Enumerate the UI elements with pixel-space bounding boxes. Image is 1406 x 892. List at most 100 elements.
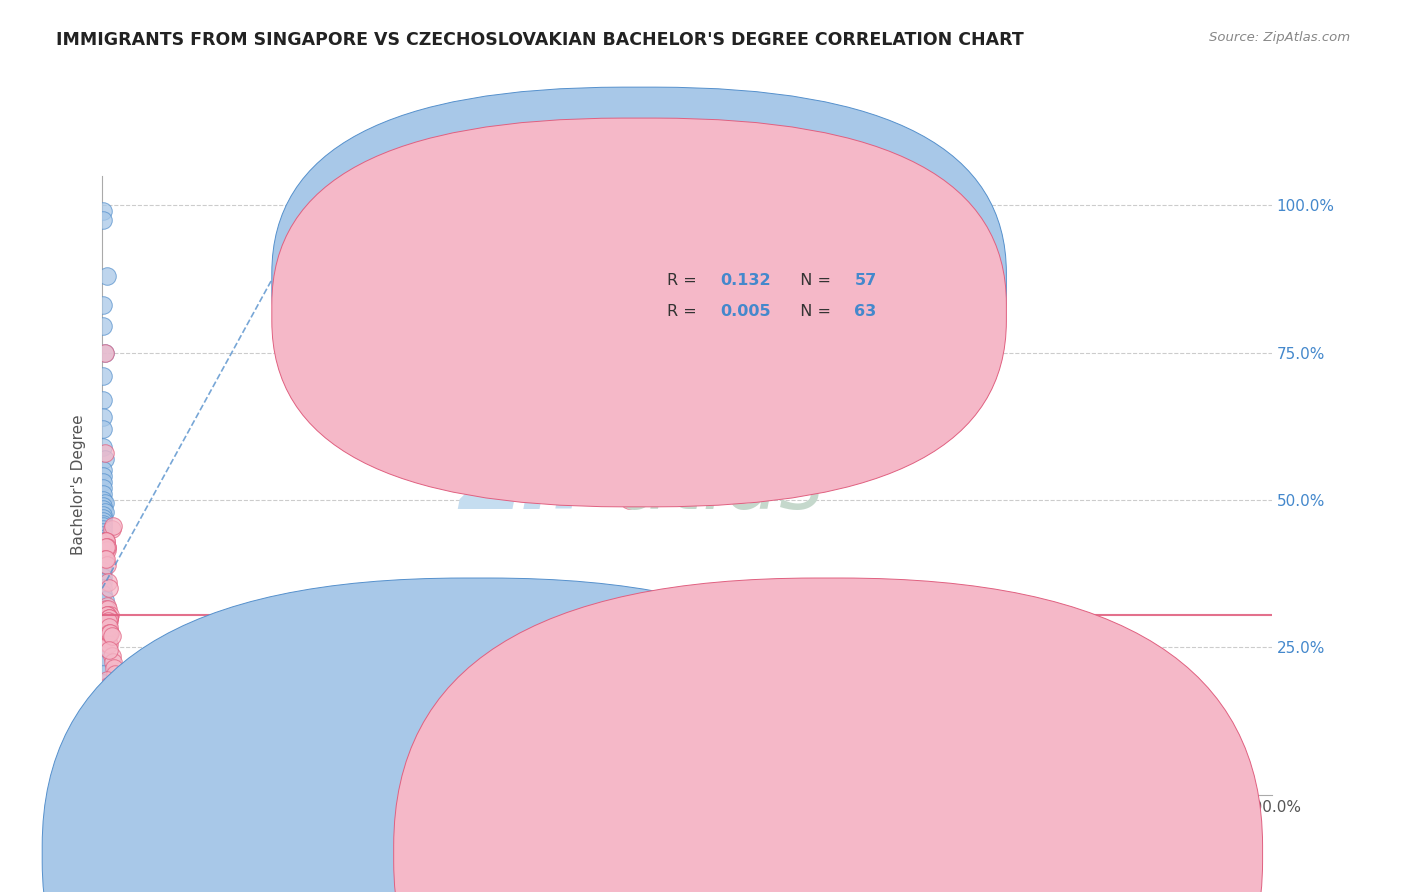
Point [93,451,115,466]
Text: Source: ZipAtlas.com: Source: ZipAtlas.com [1209,31,1350,45]
Point [93,552,115,566]
Point [93,611,115,625]
Point [100,522,122,536]
Point [93,531,115,545]
Point [93,569,115,583]
Point [103,661,125,675]
Point [96,673,118,687]
Point [623,593,645,607]
Point [93,463,115,477]
Point [100,696,122,710]
Point [617,492,640,507]
Point [97,575,120,590]
Text: Czechoslovakians: Czechoslovakians [851,847,987,861]
Point [104,666,127,681]
Point [93,528,115,542]
Point [93,666,115,681]
Point [98,614,121,628]
Point [96,607,118,622]
Point [93,481,115,495]
Point [93,522,115,536]
Text: IMMIGRANTS FROM SINGAPORE VS CZECHOSLOVAKIAN BACHELOR'S DEGREE CORRELATION CHART: IMMIGRANTS FROM SINGAPORE VS CZECHOSLOVA… [56,31,1024,49]
Point [94,602,117,616]
Text: Immigrants from Singapore: Immigrants from Singapore [499,847,710,861]
Point [93,540,115,554]
Point [93,510,115,524]
Point [98,643,121,657]
Point [93,516,115,531]
FancyBboxPatch shape [599,260,932,343]
Point [93,684,115,698]
Point [93,593,115,607]
Point [96,268,118,283]
Point [93,345,115,359]
Point [93,298,115,312]
Text: ZIP: ZIP [460,443,617,526]
Point [98,702,121,716]
Point [93,410,115,425]
Point [98,625,121,640]
Text: R =: R = [668,273,702,288]
Point [93,519,115,533]
Point [97,620,120,634]
Point [93,392,115,407]
Text: 63: 63 [855,304,876,319]
Point [94,628,117,642]
Point [96,690,118,705]
Text: 0.005: 0.005 [720,304,770,319]
Text: N =: N = [790,273,837,288]
Point [96,599,118,613]
Point [93,501,115,516]
Point [93,625,115,640]
Point [93,318,115,333]
Point [93,496,115,510]
Point [98,611,121,625]
Point [93,534,115,549]
Point [93,558,115,572]
Point [96,632,118,646]
Text: 57: 57 [855,273,876,288]
Point [93,649,115,664]
Point [93,204,115,219]
Point [93,492,115,507]
Point [93,446,115,460]
Point [93,552,115,566]
Point [93,564,115,578]
Point [100,628,122,642]
Point [93,702,115,716]
Point [93,546,115,560]
Point [96,720,118,734]
Point [93,602,115,616]
Point [94,534,117,549]
Point [93,440,115,454]
Point [93,212,115,227]
Point [98,611,121,625]
Point [100,607,122,622]
Point [96,543,118,558]
Point [93,469,115,483]
Point [93,543,115,558]
Point [98,611,121,625]
Point [98,731,121,746]
FancyBboxPatch shape [271,87,1007,476]
Point [96,628,118,642]
Point [97,614,120,628]
Point [98,625,121,640]
Point [98,637,121,651]
Point [623,591,645,605]
Point [96,558,118,572]
Point [100,625,122,640]
Point [100,684,122,698]
Point [93,487,115,501]
Point [93,575,115,590]
Point [101,655,124,669]
Point [94,714,117,728]
Point [94,552,117,566]
Text: N =: N = [790,304,837,319]
Point [93,475,115,490]
Point [98,708,121,723]
Point [93,730,115,744]
Point [93,632,115,646]
Point [93,505,115,519]
Text: atlas: atlas [617,443,825,526]
